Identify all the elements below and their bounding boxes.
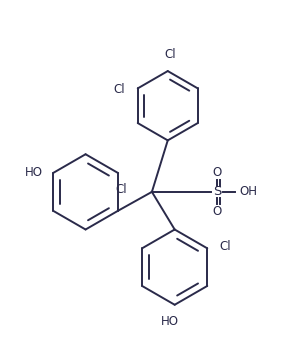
Text: HO: HO — [25, 165, 43, 179]
Text: Cl: Cl — [113, 83, 125, 96]
Text: S: S — [213, 185, 221, 198]
Text: Cl: Cl — [219, 240, 231, 253]
Text: OH: OH — [239, 185, 257, 198]
Text: O: O — [213, 205, 222, 218]
Text: Cl: Cl — [164, 48, 176, 61]
Text: HO: HO — [161, 315, 179, 328]
Text: Cl: Cl — [115, 183, 127, 196]
Text: O: O — [213, 165, 222, 179]
